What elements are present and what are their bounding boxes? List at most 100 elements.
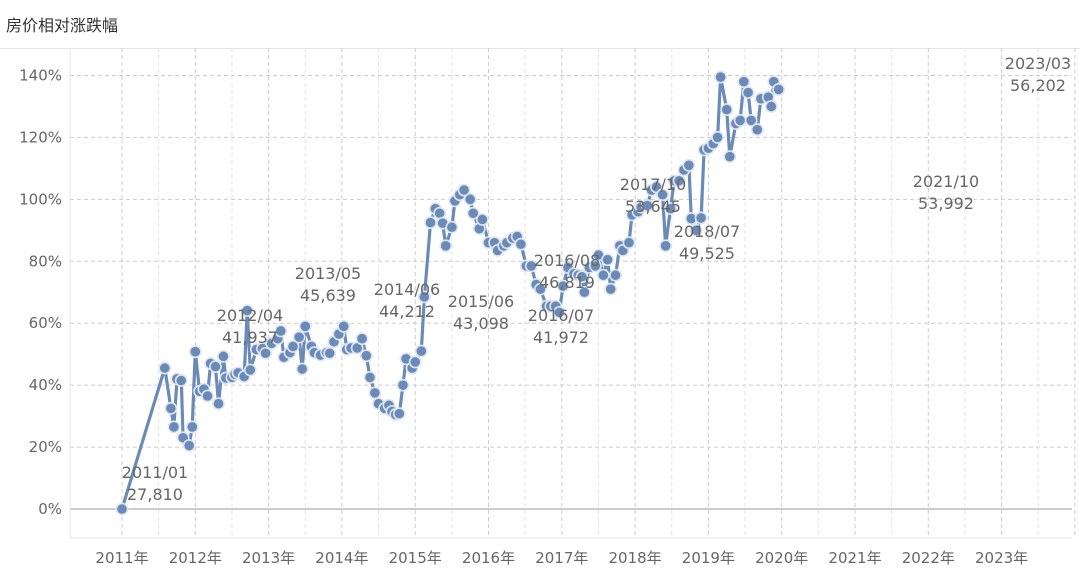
grid-lines xyxy=(69,48,1076,539)
x-tick-label: 2016年 xyxy=(462,549,515,567)
data-point xyxy=(656,188,669,202)
data-point xyxy=(714,70,728,84)
data-point xyxy=(552,305,566,319)
annotation-value: 41,937 xyxy=(222,328,278,347)
data-point xyxy=(408,355,422,369)
annotation-label: 2012/04 41,937 xyxy=(217,306,283,347)
data-point xyxy=(355,332,369,346)
annotation-date: 2012/04 xyxy=(217,306,283,325)
data-point xyxy=(622,236,636,250)
annotation-value: 44,212 xyxy=(379,302,435,321)
annotation-label: 2018/07 49,525 xyxy=(674,222,740,263)
data-point xyxy=(201,389,214,403)
data-point xyxy=(601,253,615,267)
x-tick-label: 2012年 xyxy=(169,549,222,567)
data-point xyxy=(216,349,230,363)
annotation-label: 2023/03 56,202 xyxy=(1005,54,1071,95)
x-tick-label: 2020年 xyxy=(755,549,808,567)
x-tick-label: 2021年 xyxy=(828,549,881,567)
data-point xyxy=(609,268,622,282)
data-point xyxy=(445,220,459,234)
data-point xyxy=(750,123,764,137)
data-point xyxy=(240,304,254,317)
annotation-value: 56,202 xyxy=(1010,76,1066,95)
data-point xyxy=(298,319,312,333)
annotation-value: 53,992 xyxy=(918,194,974,213)
data-point xyxy=(174,374,188,387)
data-point xyxy=(363,371,377,384)
x-tick-label: 2023年 xyxy=(975,549,1028,567)
data-point xyxy=(115,502,129,516)
annotation-label: 2011/01 27,810 xyxy=(122,463,188,504)
data-point xyxy=(720,103,734,116)
data-point xyxy=(292,330,306,344)
y-tick-label: 140% xyxy=(19,67,62,85)
annotation-value: 27,810 xyxy=(127,485,183,504)
annotation-value: 53,645 xyxy=(625,197,681,216)
x-tick-label: 2018年 xyxy=(609,549,662,567)
annotation-date: 2018/07 xyxy=(674,222,740,241)
annotation-label: 2015/06 43,098 xyxy=(448,292,514,333)
annotation-date: 2016/07 xyxy=(528,306,594,325)
data-point xyxy=(414,344,428,358)
data-point xyxy=(466,206,480,220)
data-point xyxy=(596,268,610,282)
annotation-date: 2014/06 xyxy=(374,280,440,299)
chart-title: 房价相对涨跌幅 xyxy=(6,16,119,35)
annotation-label: 2014/06 44,212 xyxy=(374,280,440,321)
header-divider xyxy=(0,48,1080,49)
y-tick-label: 80% xyxy=(29,252,62,270)
data-point xyxy=(475,213,489,226)
x-tick-label: 2015年 xyxy=(389,549,442,567)
data-point xyxy=(682,158,696,172)
data-point xyxy=(424,216,437,229)
annotation-date: 2013/05 xyxy=(295,264,361,283)
x-tick-label: 2014年 xyxy=(315,549,368,567)
data-point xyxy=(664,202,677,216)
data-point xyxy=(158,361,172,375)
data-point xyxy=(259,346,272,360)
data-point xyxy=(188,345,202,359)
annotation-date: 2011/01 xyxy=(122,463,188,482)
data-point xyxy=(694,211,708,225)
data-point xyxy=(286,340,300,353)
annotation-date: 2021/10 xyxy=(913,172,979,191)
data-point xyxy=(575,270,589,284)
annotation-value: 43,098 xyxy=(453,314,509,333)
data-point xyxy=(556,279,570,293)
data-point xyxy=(711,131,724,144)
data-point xyxy=(741,86,755,99)
data-point xyxy=(417,290,431,304)
x-tick-label: 2011年 xyxy=(95,549,148,567)
data-point xyxy=(514,237,528,251)
data-point xyxy=(274,324,288,338)
annotation-value: 46,819 xyxy=(539,273,595,292)
data-point xyxy=(457,183,471,197)
y-tick-label: 60% xyxy=(29,314,62,332)
data-point xyxy=(578,285,591,299)
data-point xyxy=(212,397,225,411)
data-point xyxy=(723,150,737,164)
data-point xyxy=(182,439,196,452)
data-point xyxy=(659,239,673,253)
x-tick-label: 2019年 xyxy=(682,549,735,567)
data-point xyxy=(243,363,257,377)
data-point xyxy=(295,362,309,376)
annotation-date: 2023/03 xyxy=(1005,54,1071,73)
data-point xyxy=(323,346,337,360)
annotation-value: 45,639 xyxy=(300,286,356,305)
annotation-date: 2017/10 xyxy=(620,175,686,194)
data-point xyxy=(392,407,406,421)
y-axis: 0% 20% 40% 60% 80% 100% 120% 140% xyxy=(19,67,62,519)
annotations: 2011/01 27,810 2012/04 41,937 2013/05 45,639 2… xyxy=(122,54,1071,504)
annotation-date: 2015/06 xyxy=(448,292,514,311)
data-point xyxy=(604,282,618,296)
y-tick-label: 40% xyxy=(29,376,62,394)
y-tick-label: 20% xyxy=(29,438,62,456)
data-point xyxy=(368,386,382,400)
x-tick-label: 2022年 xyxy=(902,549,955,567)
data-point xyxy=(764,100,778,113)
data-point xyxy=(164,401,178,415)
y-tick-label: 120% xyxy=(19,128,62,146)
